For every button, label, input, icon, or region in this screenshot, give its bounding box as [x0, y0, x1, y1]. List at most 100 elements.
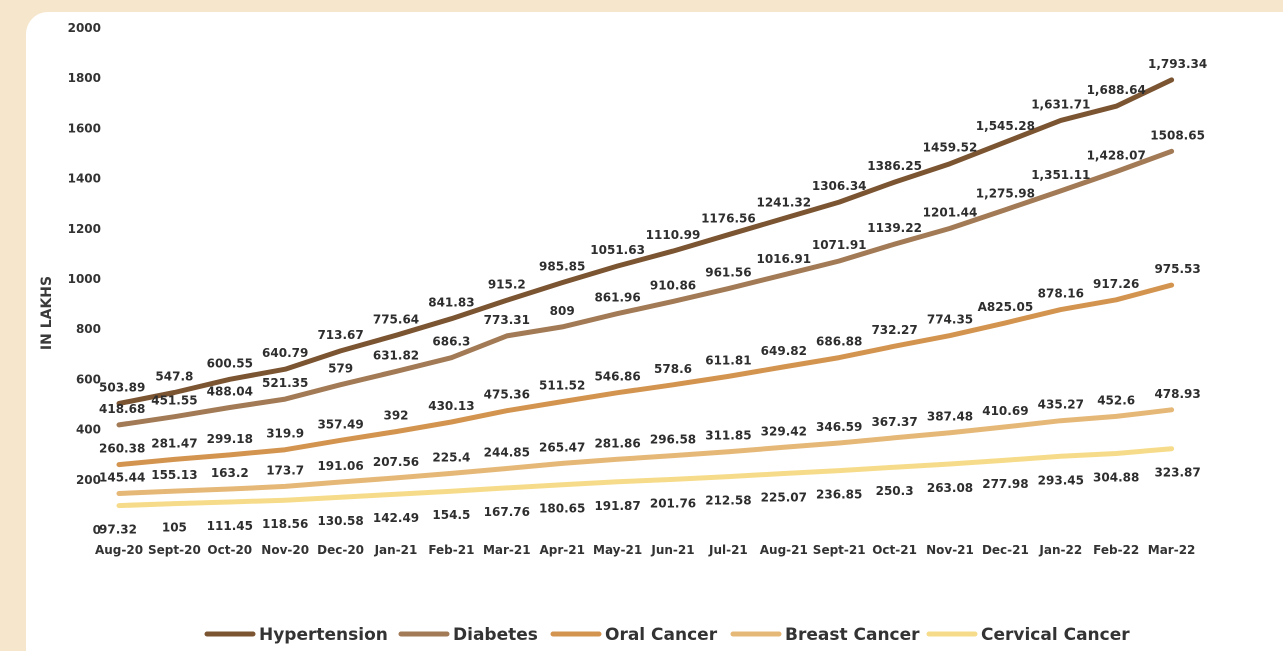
data-label: 367.37 — [871, 415, 917, 429]
data-label: 1176.56 — [701, 212, 756, 226]
y-tick-label: 1200 — [68, 222, 101, 236]
data-label: 640.79 — [262, 346, 308, 360]
x-tick-label: Jun-21 — [650, 543, 694, 557]
data-label: 1071.91 — [812, 238, 867, 252]
data-label: 1,351.11 — [1031, 168, 1090, 182]
data-label: 631.82 — [373, 348, 419, 362]
x-tick-label: Mar-21 — [483, 543, 531, 557]
series-lines — [116, 77, 1175, 509]
data-label: 961.56 — [705, 266, 751, 280]
legend-label: Oral Cancer — [605, 625, 718, 645]
y-tick-label: 1600 — [68, 121, 101, 135]
series-line-oral-cancer — [116, 282, 1175, 468]
data-label: 713.67 — [317, 328, 363, 342]
data-label: 167.76 — [484, 505, 530, 519]
data-label: 649.82 — [761, 344, 807, 358]
data-label: 600.55 — [207, 356, 253, 370]
data-label: 1386.25 — [867, 159, 922, 173]
data-label: 732.27 — [871, 323, 917, 337]
data-label: 105 — [162, 521, 187, 535]
x-tick-label: May-21 — [593, 543, 642, 557]
data-label: 154.5 — [432, 508, 470, 522]
data-label: 387.48 — [927, 410, 973, 424]
data-label: 111.45 — [207, 519, 253, 533]
data-label: 1508.65 — [1150, 128, 1205, 142]
x-tick-label: Sept-20 — [148, 543, 201, 557]
data-label: 1016.91 — [756, 252, 811, 266]
data-label: 1139.22 — [867, 221, 922, 235]
data-label: A825.05 — [978, 300, 1034, 314]
data-label: 410.69 — [982, 404, 1028, 418]
data-label: 97.32 — [99, 523, 137, 537]
x-tick-label: Aug-20 — [95, 543, 143, 557]
data-label: 346.59 — [816, 420, 862, 434]
x-tick-label: Dec-20 — [317, 543, 364, 557]
x-tick-label: Jul-21 — [708, 543, 748, 557]
data-label: 841.83 — [428, 296, 474, 310]
data-label: 329.42 — [761, 424, 807, 438]
data-label: 225.07 — [761, 491, 807, 505]
x-tick-label: Dec-21 — [982, 543, 1029, 557]
data-label: 207.56 — [373, 455, 419, 469]
data-label: 435.27 — [1038, 398, 1084, 412]
data-label: 1306.34 — [812, 179, 867, 193]
data-label: 145.44 — [99, 470, 145, 484]
data-label: 878.16 — [1038, 287, 1084, 301]
data-label: 579 — [328, 362, 353, 376]
data-label: 1,793.34 — [1148, 57, 1207, 71]
data-label: 451.55 — [151, 394, 197, 408]
x-axis: Aug-20 Sept-20 Oct-20 Nov-20 Dec-20 Jan-21 Feb… — [95, 543, 1195, 557]
data-label: 201.76 — [650, 496, 696, 510]
legend-label: Breast Cancer — [785, 625, 920, 645]
x-tick-label: Nov-21 — [926, 543, 974, 557]
data-label: 773.31 — [484, 313, 530, 327]
x-tick-label: Apr-21 — [539, 543, 584, 557]
y-axis: 0 200 400 600 800 1000 1200 1400 1600 1800 2000 — [68, 21, 101, 537]
x-tick-label: Sept-21 — [813, 543, 866, 557]
data-label: 142.49 — [373, 511, 419, 525]
data-label: 392 — [383, 409, 408, 423]
data-label: 546.86 — [594, 370, 640, 384]
data-label: 191.87 — [594, 499, 640, 513]
y-tick-label: 1000 — [68, 272, 101, 286]
data-label: 296.58 — [650, 433, 696, 447]
series-line-diabetes — [116, 148, 1175, 428]
data-label: 475.36 — [484, 388, 530, 402]
data-label: 244.85 — [484, 446, 530, 460]
data-label: 1459.52 — [923, 141, 978, 155]
data-label: 180.65 — [539, 502, 585, 516]
data-label: 155.13 — [151, 468, 197, 482]
data-label: 225.4 — [432, 450, 470, 464]
data-label: 861.96 — [594, 291, 640, 305]
x-tick-label: Feb-21 — [428, 543, 474, 557]
data-label: 985.85 — [539, 260, 585, 274]
data-label: 236.85 — [816, 488, 862, 502]
data-label: 915.2 — [488, 277, 526, 291]
legend: Hypertension Diabetes Oral Cancer Breast Ca… — [204, 625, 1130, 645]
data-label: 775.64 — [373, 312, 419, 326]
x-tick-label: Aug-21 — [760, 543, 808, 557]
data-label: 357.49 — [317, 417, 363, 431]
data-label: 511.52 — [539, 379, 585, 393]
data-label: 686.88 — [816, 335, 862, 349]
data-label: 293.45 — [1038, 473, 1084, 487]
data-label: 611.81 — [705, 353, 751, 367]
data-label: 452.6 — [1097, 393, 1135, 407]
data-label: 260.38 — [99, 442, 145, 456]
data-label: 418.68 — [99, 402, 145, 416]
data-label: 118.56 — [262, 517, 308, 531]
data-label: 1201.44 — [923, 205, 978, 219]
y-tick-label: 800 — [76, 322, 101, 336]
data-label: 686.3 — [432, 335, 470, 349]
data-label: 281.47 — [151, 436, 197, 450]
series-line-cervical-cancer — [116, 446, 1175, 509]
data-label: 191.06 — [317, 459, 363, 473]
series-line-breast-cancer — [116, 407, 1175, 496]
data-label: 1,428.07 — [1087, 149, 1146, 163]
data-label: 281.86 — [594, 436, 640, 450]
y-tick-label: 1400 — [68, 172, 101, 186]
data-label: 299.18 — [207, 432, 253, 446]
data-label: 250.3 — [876, 484, 914, 498]
data-label: 1241.32 — [756, 195, 811, 209]
